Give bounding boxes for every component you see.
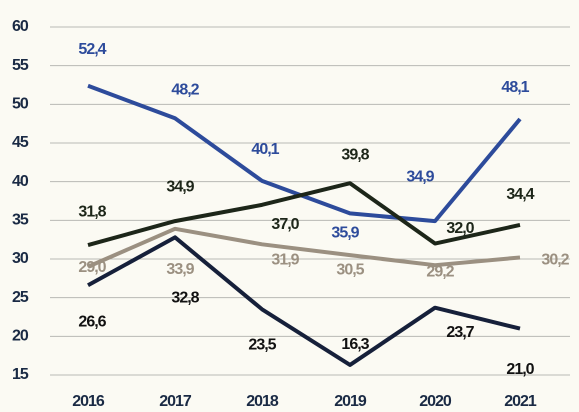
y-tick-label: 40 bbox=[12, 173, 29, 190]
data-label: 32,0 bbox=[446, 220, 474, 237]
data-label: 35,9 bbox=[331, 225, 359, 242]
data-label: 34,9 bbox=[166, 178, 194, 195]
y-tick-label: 55 bbox=[12, 57, 29, 74]
y-tick-label: 25 bbox=[12, 289, 29, 306]
y-tick-label: 50 bbox=[12, 96, 29, 113]
data-label: 37,0 bbox=[271, 216, 299, 233]
data-label: 48,1 bbox=[501, 79, 529, 96]
data-label: 30,2 bbox=[541, 252, 569, 269]
data-label: 40,1 bbox=[251, 141, 279, 158]
data-label: 29,2 bbox=[426, 263, 454, 280]
data-label: 21,0 bbox=[506, 361, 534, 378]
data-label: 34,4 bbox=[506, 186, 534, 203]
data-label: 32,8 bbox=[171, 290, 199, 307]
x-tick-label: 2017 bbox=[159, 393, 192, 410]
x-tick-label: 2020 bbox=[419, 393, 452, 410]
x-tick-label: 2016 bbox=[72, 393, 105, 410]
data-label: 52,4 bbox=[78, 41, 106, 58]
data-label: 30,5 bbox=[336, 261, 364, 278]
data-label: 23,5 bbox=[248, 336, 276, 353]
y-tick-label: 20 bbox=[12, 328, 29, 345]
data-label: 16,3 bbox=[341, 336, 369, 353]
y-tick-label: 60 bbox=[12, 18, 29, 35]
x-tick-label: 2019 bbox=[334, 393, 367, 410]
y-tick-label: 45 bbox=[12, 134, 29, 151]
y-tick-label: 15 bbox=[12, 366, 29, 383]
y-tick-label: 30 bbox=[12, 250, 29, 267]
data-label: 31,9 bbox=[271, 252, 299, 269]
data-label: 29,0 bbox=[78, 259, 106, 276]
data-label: 33,9 bbox=[166, 261, 194, 278]
data-label: 23,7 bbox=[446, 324, 474, 341]
x-tick-label: 2018 bbox=[246, 393, 279, 410]
series-line bbox=[87, 181, 521, 248]
data-label: 31,8 bbox=[78, 203, 106, 220]
data-label: 26,6 bbox=[78, 314, 106, 331]
data-label: 48,2 bbox=[171, 81, 199, 98]
data-label: 34,9 bbox=[406, 168, 434, 185]
x-tick-label: 2021 bbox=[504, 393, 537, 410]
data-label: 39,8 bbox=[341, 146, 369, 163]
y-tick-label: 35 bbox=[12, 212, 29, 229]
series-line bbox=[87, 235, 521, 367]
series-line bbox=[87, 83, 522, 224]
series-line bbox=[87, 226, 521, 269]
